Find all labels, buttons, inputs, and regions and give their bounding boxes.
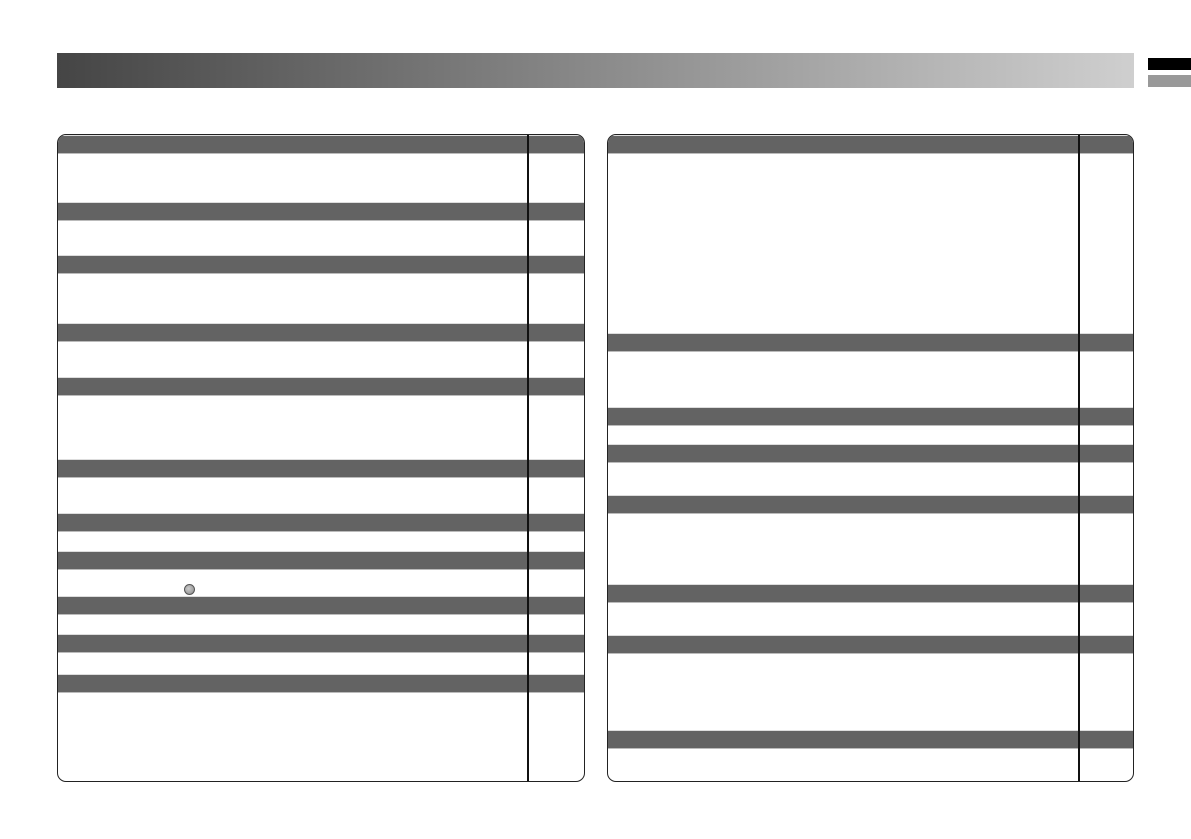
section-header-bar [58,135,584,154]
section-tab-inactive [1148,75,1191,87]
section-tab-active [1148,58,1191,70]
section-header-bar [58,202,584,221]
section-header-bar [608,333,1133,352]
section-header-bar [608,584,1133,603]
left-table-panel [57,134,585,782]
section-header-bar [608,444,1133,463]
section-header-bar [58,377,584,396]
section-header-bar [58,551,584,570]
section-header-bar [58,323,584,342]
section-header-bar [58,634,584,653]
section-header-bar [608,730,1133,749]
column-divider [527,135,529,781]
section-header-bar [58,674,584,693]
section-header-bar [58,255,584,274]
section-header-bar [58,513,584,532]
right-table-panel [607,134,1134,782]
section-header-bar [58,596,584,615]
page-header-bar [57,53,1134,88]
section-header-bar [608,635,1133,654]
section-header-bar [608,407,1133,426]
section-header-bar [58,459,584,478]
gray-circle-icon [184,584,195,595]
column-divider [1078,135,1080,781]
section-header-bar [608,135,1133,154]
section-header-bar [608,495,1133,514]
